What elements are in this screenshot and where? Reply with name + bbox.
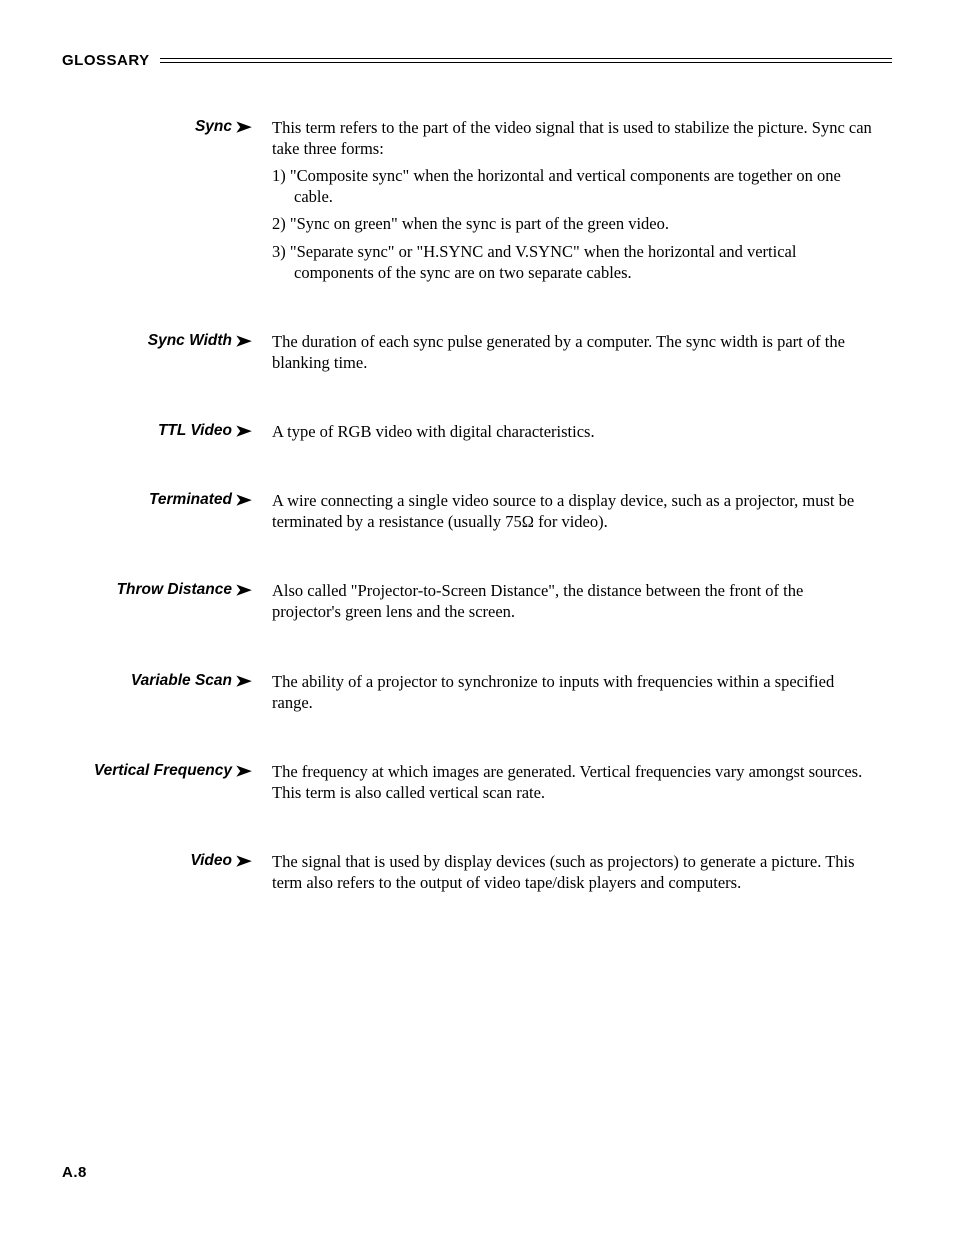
definition-text: A type of RGB video with digital charact… [272, 421, 872, 442]
definition-text: The ability of a projector to synchroniz… [272, 671, 872, 713]
arrow-icon: ➤ [235, 852, 252, 872]
definition-text: A wire connecting a single video source … [272, 490, 872, 532]
arrow-icon: ➤ [235, 332, 252, 352]
glossary-definition: Also called "Projector-to-Screen Distanc… [272, 580, 892, 628]
page-header: GLOSSARY [62, 52, 892, 69]
glossary-entry: Terminated➤A wire connecting a single vi… [62, 490, 892, 538]
arrow-icon: ➤ [235, 672, 252, 692]
glossary-term-label: TTL Video [158, 422, 232, 439]
glossary-term-label: Sync [195, 118, 232, 135]
glossary-term: Video➤ [62, 851, 272, 871]
glossary-definition: The frequency at which images are genera… [272, 761, 892, 809]
definition-text: 3) "Separate sync" or "H.SYNC and V.SYNC… [272, 241, 872, 283]
definition-text: 2) "Sync on green" when the sync is part… [272, 213, 872, 234]
glossary-definition: The signal that is used by display devic… [272, 851, 892, 899]
glossary-term: Terminated➤ [62, 490, 272, 510]
arrow-icon: ➤ [235, 422, 252, 442]
glossary-term-label: Vertical Frequency [94, 762, 232, 779]
arrow-icon: ➤ [235, 118, 252, 138]
glossary-entry: Sync Width➤The duration of each sync pul… [62, 331, 892, 379]
glossary-term-label: Throw Distance [117, 581, 232, 598]
glossary-term: Sync➤ [62, 117, 272, 137]
definition-text: The duration of each sync pulse generate… [272, 331, 872, 373]
glossary-definition: This term refers to the part of the vide… [272, 117, 892, 289]
glossary-entry: Video➤The signal that is used by display… [62, 851, 892, 899]
arrow-icon: ➤ [235, 581, 252, 601]
glossary-term: Sync Width➤ [62, 331, 272, 351]
glossary-entry: Throw Distance➤Also called "Projector-to… [62, 580, 892, 628]
definition-text: Also called "Projector-to-Screen Distanc… [272, 580, 872, 622]
glossary-term-label: Variable Scan [131, 672, 232, 689]
glossary-entries: Sync➤This term refers to the part of the… [62, 117, 892, 899]
glossary-definition: The duration of each sync pulse generate… [272, 331, 892, 379]
glossary-definition: A type of RGB video with digital charact… [272, 421, 892, 448]
definition-text: The frequency at which images are genera… [272, 761, 872, 803]
page-number: A.8 [62, 1164, 87, 1181]
glossary-term: Vertical Frequency➤ [62, 761, 272, 781]
definition-text: This term refers to the part of the vide… [272, 117, 872, 159]
header-rule [160, 58, 892, 63]
definition-text: 1) "Composite sync" when the horizontal … [272, 165, 872, 207]
glossary-entry: Vertical Frequency➤The frequency at whic… [62, 761, 892, 809]
glossary-term-label: Sync Width [148, 332, 232, 349]
glossary-term: Throw Distance➤ [62, 580, 272, 600]
glossary-definition: The ability of a projector to synchroniz… [272, 671, 892, 719]
header-title: GLOSSARY [62, 52, 160, 69]
arrow-icon: ➤ [235, 762, 252, 782]
glossary-term-label: Video [190, 852, 232, 869]
glossary-term-label: Terminated [149, 491, 232, 508]
glossary-term: TTL Video➤ [62, 421, 272, 441]
glossary-definition: A wire connecting a single video source … [272, 490, 892, 538]
arrow-icon: ➤ [235, 491, 252, 511]
definition-text: The signal that is used by display devic… [272, 851, 872, 893]
glossary-entry: Variable Scan➤The ability of a projector… [62, 671, 892, 719]
glossary-term: Variable Scan➤ [62, 671, 272, 691]
glossary-entry: Sync➤This term refers to the part of the… [62, 117, 892, 289]
glossary-entry: TTL Video➤A type of RGB video with digit… [62, 421, 892, 448]
